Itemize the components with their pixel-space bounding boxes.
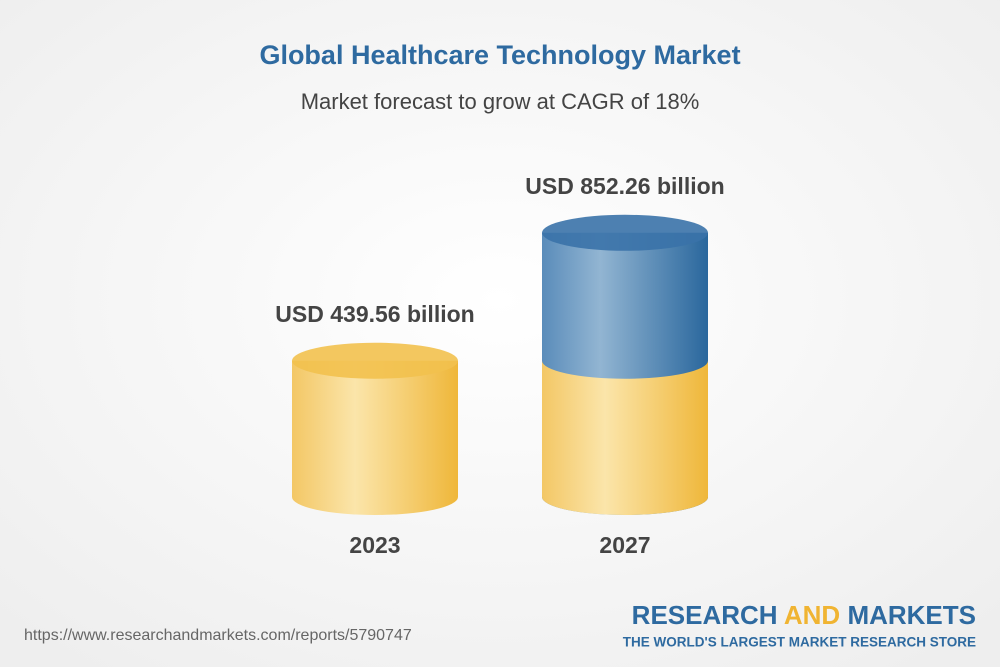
value-label: USD 439.56 billion bbox=[275, 301, 474, 327]
value-label: USD 852.26 billion bbox=[525, 173, 724, 199]
cylinder-base-segment bbox=[542, 360, 708, 515]
brand-part: AND bbox=[784, 600, 840, 630]
brand: RESEARCH AND MARKETS bbox=[632, 600, 976, 630]
chart-title: Global Healthcare Technology Market bbox=[259, 40, 740, 70]
cylinder-top bbox=[292, 342, 458, 379]
source-url: https://www.researchandmarkets.com/repor… bbox=[24, 627, 412, 644]
cylinder-body bbox=[292, 360, 458, 515]
tagline: THE WORLD'S LARGEST MARKET RESEARCH STOR… bbox=[623, 635, 976, 650]
cylinder-top bbox=[542, 214, 708, 251]
brand-part: MARKETS bbox=[847, 600, 976, 630]
category-label: 2023 bbox=[349, 532, 400, 558]
chart-subtitle: Market forecast to grow at CAGR of 18% bbox=[301, 89, 700, 114]
category-label: 2027 bbox=[599, 532, 650, 558]
brand-part: RESEARCH bbox=[632, 600, 778, 630]
